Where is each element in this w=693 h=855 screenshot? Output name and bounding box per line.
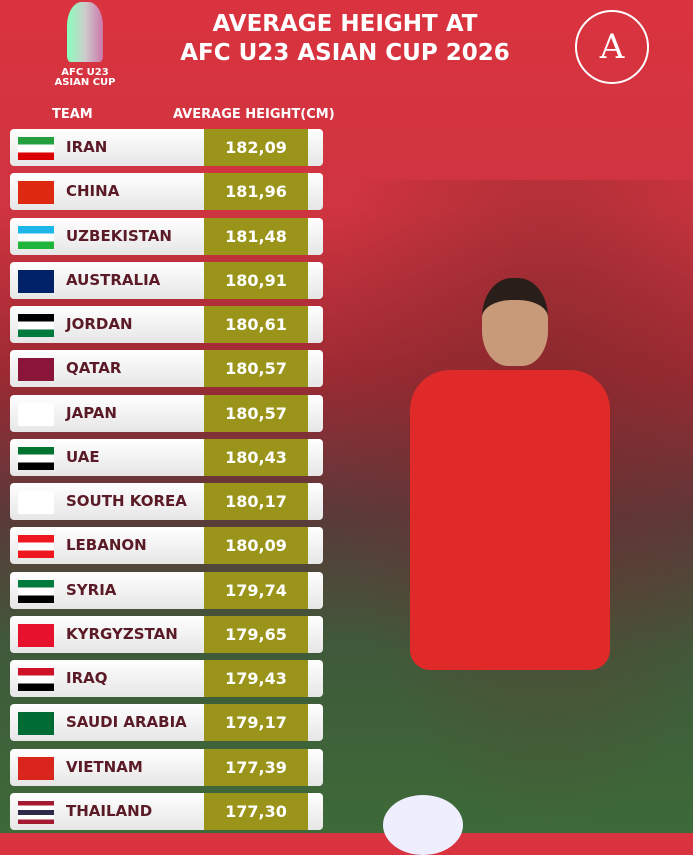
flag-icon [18, 668, 54, 691]
height-value: 179,65 [204, 615, 308, 653]
height-value: 177,39 [204, 748, 308, 786]
flag-icon [18, 181, 54, 205]
team-name: SYRIA [66, 580, 117, 599]
flag-icon [18, 446, 54, 470]
table-row: SYRIA 179,74 [10, 571, 323, 609]
height-value: 179,74 [204, 571, 308, 609]
flag-icon [18, 491, 54, 514]
team-name: JORDAN [66, 315, 133, 333]
team-name: QATAR [66, 359, 122, 378]
height-value: 179,43 [204, 660, 308, 697]
height-value: 180,09 [204, 527, 308, 565]
height-value: 181,96 [204, 173, 308, 211]
height-value: 180,57 [204, 350, 308, 388]
table-row: VIETNAM 177,39 [10, 748, 323, 786]
table-row: JORDAN 180,61 [10, 306, 323, 343]
height-value: 179,17 [204, 704, 308, 742]
flag-icon [18, 314, 54, 337]
team-name: LEBANON [66, 536, 147, 555]
flag-icon [18, 756, 54, 780]
team-name: CHINA [66, 182, 120, 201]
table-row: KYRGYZSTAN 179,65 [10, 615, 323, 653]
height-value: 182,09 [204, 129, 308, 166]
team-name: SOUTH KOREA [66, 492, 187, 510]
height-value: 180,17 [204, 483, 308, 520]
table-row: JAPAN 180,57 [10, 394, 323, 432]
team-name: KYRGYZSTAN [66, 624, 178, 643]
player-head [482, 278, 548, 366]
afc-u23-logo: AFC U23 ASIAN CUP [52, 2, 118, 88]
table-row: UAE 180,43 [10, 438, 323, 476]
height-value: 180,43 [204, 438, 308, 476]
table-row: THAILAND 177,30 [10, 792, 323, 830]
team-name: IRAQ [66, 669, 108, 687]
team-name: AUSTRALIA [66, 270, 161, 289]
height-value: 180,61 [204, 306, 308, 343]
team-name: THAILAND [66, 801, 153, 820]
team-name: SAUDI ARABIA [66, 713, 187, 732]
height-value: 181,48 [204, 217, 308, 255]
flag-icon [18, 800, 54, 824]
team-name: IRAN [66, 138, 108, 156]
flag-icon [18, 358, 54, 382]
flag-icon [18, 137, 54, 160]
flag-icon [18, 623, 54, 647]
page-title: AVERAGE HEIGHT AT AFC U23 ASIAN CUP 2026 [180, 11, 510, 66]
football [383, 795, 463, 855]
table-row: IRAN 182,09 [10, 129, 323, 166]
column-header-height: AVERAGE HEIGHT(CM) [173, 107, 335, 122]
table-row: AUSTRALIA 180,91 [10, 261, 323, 299]
asian-football-logo: A [575, 10, 649, 84]
flag-icon [18, 535, 54, 559]
flag-icon [18, 402, 54, 426]
team-name: VIETNAM [66, 757, 143, 776]
flag-icon [18, 269, 54, 293]
trophy-icon [67, 2, 103, 62]
flag-icon [18, 712, 54, 736]
team-name: JAPAN [66, 403, 117, 422]
table-row: UZBEKISTAN 181,48 [10, 217, 323, 255]
height-value: 177,30 [204, 792, 308, 830]
height-value: 180,57 [204, 394, 308, 432]
height-value: 180,91 [204, 261, 308, 299]
team-name: UZBEKISTAN [66, 226, 172, 245]
table-row: SOUTH KOREA 180,17 [10, 483, 323, 520]
table-row: CHINA 181,96 [10, 173, 323, 211]
column-header-team: TEAM [52, 107, 93, 122]
flag-icon [18, 225, 54, 249]
table-row: QATAR 180,57 [10, 350, 323, 388]
table-row: IRAQ 179,43 [10, 660, 323, 697]
team-name: UAE [66, 447, 100, 466]
table-row: LEBANON 180,09 [10, 527, 323, 565]
player-jersey [410, 370, 610, 670]
flag-icon [18, 579, 54, 603]
table-row: SAUDI ARABIA 179,17 [10, 704, 323, 742]
